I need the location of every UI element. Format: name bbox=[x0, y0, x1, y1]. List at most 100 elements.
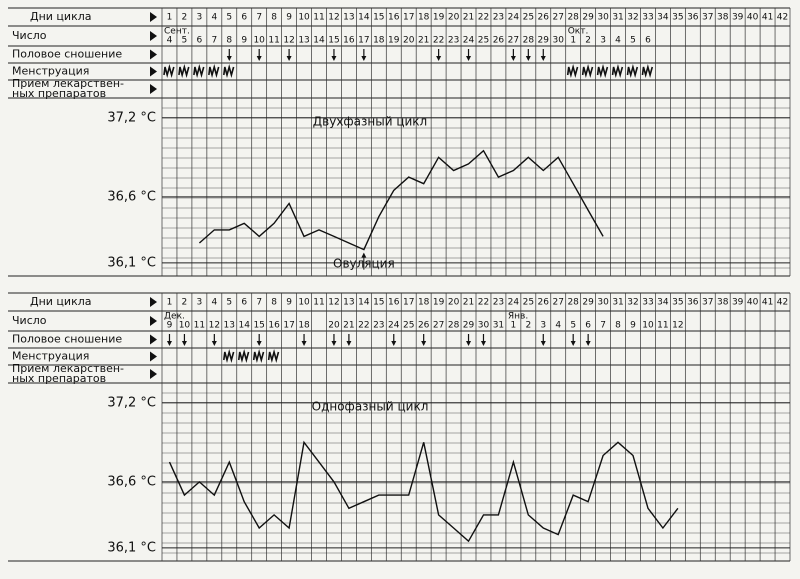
day-label: 7 bbox=[256, 13, 262, 23]
day-label: 23 bbox=[493, 13, 504, 23]
menstruation-mark bbox=[641, 63, 654, 79]
date-label: 9 bbox=[241, 36, 247, 46]
row-label: ных препаратов bbox=[12, 87, 106, 100]
date-label: 26 bbox=[418, 321, 430, 331]
arrow-head bbox=[391, 341, 397, 346]
date-label: 3 bbox=[600, 36, 606, 46]
day-label: 5 bbox=[226, 298, 232, 308]
intercourse-arrow bbox=[181, 334, 187, 346]
chart-title: Двухфазный цикл bbox=[313, 115, 427, 129]
row-marker bbox=[150, 351, 157, 362]
day-label: 12 bbox=[328, 298, 339, 308]
date-label: 10 bbox=[253, 36, 265, 46]
date-label: 29 bbox=[463, 321, 475, 331]
date-label: 13 bbox=[224, 321, 235, 331]
y-tick-label: 36,1 °C bbox=[107, 255, 156, 270]
date-label: 14 bbox=[239, 321, 251, 331]
day-label: 9 bbox=[286, 13, 292, 23]
row-label: Число bbox=[12, 314, 47, 327]
menstruation-mark bbox=[252, 348, 265, 364]
date-label: 17 bbox=[358, 36, 369, 46]
date-label: 20 bbox=[403, 36, 415, 46]
row-label: Половое сношение bbox=[12, 333, 122, 346]
arrow-head bbox=[256, 56, 262, 61]
menstruation-mark bbox=[178, 63, 190, 79]
date-label: 10 bbox=[642, 321, 654, 331]
date-label: 16 bbox=[343, 36, 355, 46]
date-label: 2 bbox=[525, 321, 531, 331]
day-label: 42 bbox=[777, 13, 788, 23]
arrow-head bbox=[585, 341, 591, 346]
menstruation-mark bbox=[581, 63, 594, 79]
day-label: 8 bbox=[271, 13, 277, 23]
date-label: 1 bbox=[570, 36, 576, 46]
date-label: 17 bbox=[283, 321, 294, 331]
date-label: 29 bbox=[538, 36, 550, 46]
arrow-head bbox=[331, 341, 337, 346]
row-label: Прием лекарствен- bbox=[12, 362, 124, 375]
day-label: 37 bbox=[702, 13, 713, 23]
day-label: 34 bbox=[657, 298, 669, 308]
day-label: 35 bbox=[672, 13, 683, 23]
day-label: 6 bbox=[241, 298, 247, 308]
month-label: Сент. bbox=[164, 27, 190, 37]
annotation-label: Овуляция bbox=[333, 257, 395, 271]
date-label: 5 bbox=[570, 321, 576, 331]
arrow-head bbox=[361, 252, 367, 258]
day-label: 42 bbox=[777, 298, 788, 308]
date-label: 4 bbox=[555, 321, 561, 331]
day-label: 32 bbox=[627, 13, 638, 23]
date-label: 25 bbox=[478, 36, 489, 46]
arrow-head bbox=[510, 56, 516, 61]
arrow-head bbox=[525, 56, 531, 61]
date-label: 10 bbox=[179, 321, 191, 331]
date-label: 8 bbox=[615, 321, 621, 331]
day-label: 14 bbox=[358, 298, 370, 308]
date-label: 11 bbox=[268, 36, 279, 46]
day-label: 8 bbox=[271, 298, 277, 308]
row-label: ных препаратов bbox=[12, 372, 106, 385]
arrow-head bbox=[540, 341, 546, 346]
date-label: 13 bbox=[298, 36, 309, 46]
day-label: 31 bbox=[612, 13, 623, 23]
date-label: 30 bbox=[553, 36, 565, 46]
date-label: 12 bbox=[672, 321, 683, 331]
date-label: 18 bbox=[298, 321, 310, 331]
row-marker bbox=[150, 334, 157, 345]
day-label: 1 bbox=[167, 13, 173, 23]
date-label: 21 bbox=[418, 36, 429, 46]
date-label: 2 bbox=[585, 36, 591, 46]
month-label: Янв. bbox=[508, 312, 528, 322]
day-label: 19 bbox=[433, 298, 445, 308]
day-label: 3 bbox=[197, 13, 203, 23]
intercourse-arrow bbox=[226, 49, 232, 61]
date-label: 6 bbox=[645, 36, 651, 46]
menstruation-mark bbox=[566, 63, 579, 79]
date-label: 30 bbox=[478, 321, 490, 331]
arrow-head bbox=[436, 56, 442, 61]
month-label: Дек. bbox=[164, 312, 185, 322]
date-label: 7 bbox=[211, 36, 217, 46]
row-marker bbox=[150, 316, 157, 326]
day-label: 38 bbox=[717, 13, 729, 23]
arrow-head bbox=[480, 341, 486, 346]
day-label: 18 bbox=[418, 13, 430, 23]
intercourse-arrow bbox=[391, 334, 397, 346]
day-label: 7 bbox=[256, 298, 262, 308]
day-label: 27 bbox=[553, 298, 564, 308]
arrow-head bbox=[166, 341, 172, 346]
intercourse-arrow bbox=[421, 334, 427, 346]
date-label: 5 bbox=[182, 36, 188, 46]
date-label: 22 bbox=[433, 36, 444, 46]
arrow-head bbox=[570, 341, 576, 346]
day-label: 11 bbox=[313, 298, 324, 308]
day-label: 37 bbox=[702, 298, 713, 308]
day-label: 28 bbox=[567, 13, 579, 23]
day-label: 31 bbox=[612, 298, 623, 308]
row-label: Число bbox=[12, 29, 47, 42]
day-label: 15 bbox=[373, 298, 384, 308]
day-label: 10 bbox=[298, 298, 310, 308]
intercourse-arrow bbox=[301, 334, 307, 346]
date-label: 27 bbox=[508, 36, 519, 46]
day-label: 30 bbox=[597, 298, 609, 308]
